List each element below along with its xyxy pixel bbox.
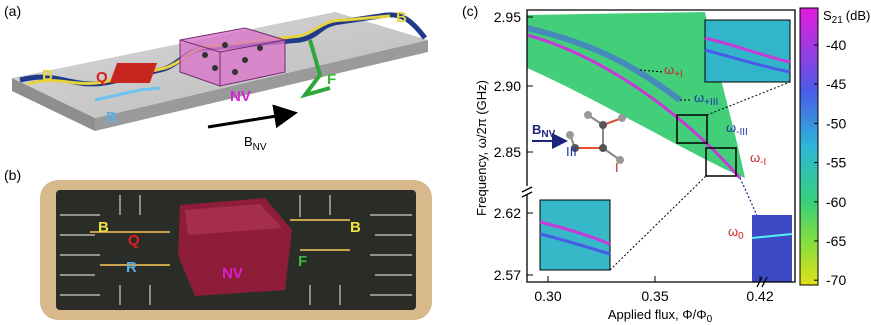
x-tick-label: 0.30 xyxy=(534,288,561,304)
field-arrow xyxy=(207,104,298,129)
annotation: ω+III xyxy=(694,90,718,108)
nv-centers xyxy=(202,42,263,75)
colorbar-tick-label: -70 xyxy=(826,272,846,288)
annotation: ω-III xyxy=(726,120,748,138)
label-b: B xyxy=(350,219,361,236)
label-q: Q xyxy=(128,232,140,249)
annotation: ω-I xyxy=(750,150,766,168)
spectrum-band xyxy=(527,12,745,178)
bond-label: III xyxy=(566,144,577,159)
inset-small xyxy=(752,215,792,282)
colorbar-title: S21 (dB) xyxy=(823,8,870,26)
qubit xyxy=(109,63,158,83)
colorbar-tick-label: -45 xyxy=(826,76,846,92)
colorbar xyxy=(799,7,819,286)
y-tick-label: 2.95 xyxy=(494,9,521,25)
y-tick-label: 2.62 xyxy=(494,205,521,221)
label-r: R xyxy=(106,109,117,126)
field-label: BNV xyxy=(532,122,556,140)
bond-label: I xyxy=(615,160,619,175)
field-label: BNV xyxy=(244,134,267,153)
label-b: B xyxy=(42,67,53,84)
slab-side xyxy=(12,78,95,131)
label-nv: NV xyxy=(222,265,243,282)
label-f: F xyxy=(298,253,307,270)
y-tick-label: 2.85 xyxy=(494,144,521,160)
label-r: R xyxy=(126,259,137,276)
annotation: ω0 xyxy=(728,224,744,242)
label-b: B xyxy=(98,219,109,236)
panel-label: (b) xyxy=(4,167,21,183)
inset-bottom xyxy=(539,199,611,271)
y-tick-label: 2.90 xyxy=(494,78,521,94)
resonator xyxy=(94,86,161,102)
bond-wires xyxy=(60,195,412,305)
label-nv: NV xyxy=(230,88,251,105)
panel-b: (b) B B Q R NV F xyxy=(4,167,432,320)
colorbar-tick-label: -40 xyxy=(826,37,846,53)
colorbar-tick-label: -55 xyxy=(826,155,846,171)
x-axis-label: Applied flux, Φ/Φ0 xyxy=(608,307,713,325)
colorbar-tick-label: -60 xyxy=(826,194,846,210)
nv-crystal xyxy=(179,27,286,87)
annotation: ω+I xyxy=(664,62,683,80)
x-tick-label: 0.35 xyxy=(641,288,668,304)
colorbar-tick-label: -65 xyxy=(826,233,846,249)
spectrum-line xyxy=(526,33,742,179)
panel-label: (c) xyxy=(462,3,478,19)
molecule xyxy=(566,111,626,164)
y-axis-label: Frequency, ω/2π (GHz) xyxy=(474,80,489,216)
panel-a: (a) B B Q NV F R BNV xyxy=(4,3,428,153)
y-tick-label: 2.57 xyxy=(494,267,521,283)
x-tick-label: 0.42 xyxy=(746,288,773,304)
label-f: F xyxy=(327,71,336,88)
label-b: B xyxy=(396,9,407,26)
panel-label: (a) xyxy=(4,3,21,19)
panel-c: (c) BNV III I ω+I ω+III ω-III ω-I ω0 2.9… xyxy=(462,3,870,325)
slab-front xyxy=(95,40,428,131)
flux-line xyxy=(299,39,331,99)
colorbar-tick-label: -50 xyxy=(826,115,846,131)
label-q: Q xyxy=(96,69,108,86)
